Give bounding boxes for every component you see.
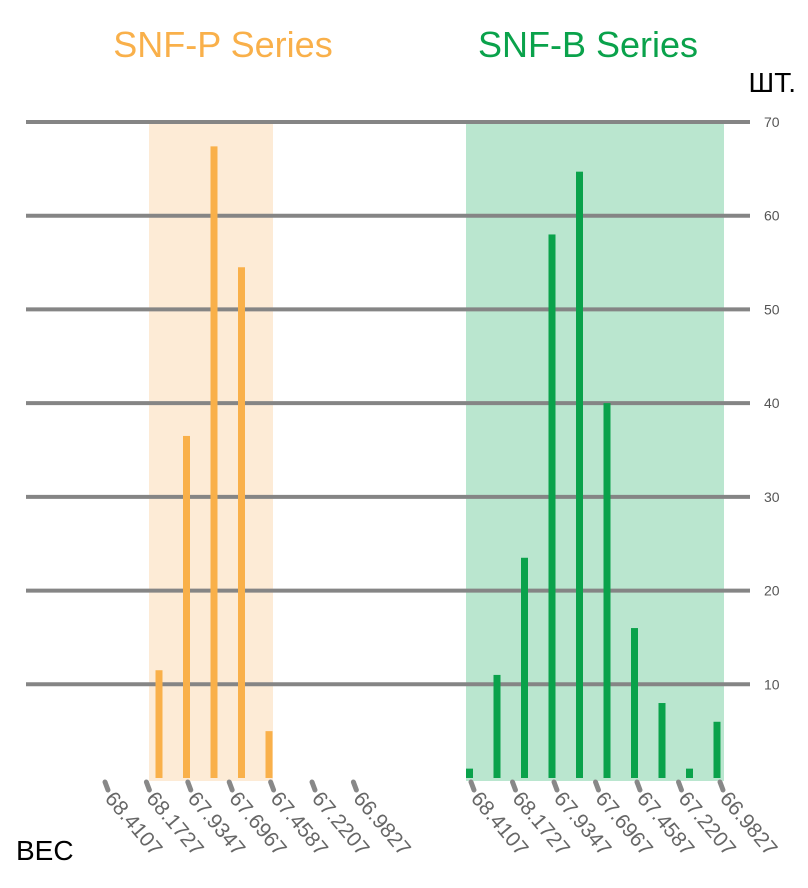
y-tick-label-50: 50	[764, 301, 780, 317]
snf-b-bar-9	[686, 768, 693, 778]
snf-p-x-tick-mark-4	[226, 779, 235, 793]
y-unit-label: ШТ.	[749, 67, 796, 98]
snf-p-bar-5	[265, 731, 273, 778]
snf-p-x-tick-mark-2	[143, 779, 152, 793]
y-tick-label-40: 40	[764, 395, 780, 411]
snf-p-x-tick-mark-1	[102, 779, 111, 793]
snf-b-band	[466, 121, 724, 781]
snf-p-bar-3	[210, 146, 218, 778]
snf-b-x-tick-mark-3	[551, 779, 560, 793]
snf-b-x-tick-mark-6	[676, 779, 684, 793]
snf-b-bar-10	[713, 721, 721, 778]
snf-b-x-tick-mark-7	[717, 779, 726, 793]
snf-b-x-tick-mark-2	[510, 779, 518, 793]
snf-b-x-tick-mark-4	[593, 779, 601, 793]
snf-p-bar-2	[183, 435, 190, 778]
snf-b-bar-4	[548, 234, 556, 778]
snf-p-x-tick-mark-6	[309, 779, 318, 793]
snf-p-bar-4	[238, 267, 245, 778]
y-tick-label-60: 60	[764, 208, 780, 224]
y-tick-label-30: 30	[764, 489, 780, 505]
y-tick-label-70: 70	[764, 114, 780, 130]
snf-b-bar-2	[493, 674, 501, 778]
snf-b-bar-1	[466, 768, 473, 778]
snf-b-bar-7	[631, 628, 638, 778]
y-tick-label-10: 10	[764, 676, 780, 692]
snf-b-bar-3	[521, 557, 528, 778]
snf-p-x-tick-mark-3	[185, 779, 194, 793]
snf-b-series-title: SNF-B Series	[478, 24, 698, 65]
snf-b-bar-8	[658, 703, 666, 778]
snf-b-x-tick-mark-5	[634, 779, 643, 793]
snf-b-bar-6	[603, 403, 611, 778]
x-axis-label: ВЕС	[16, 835, 74, 866]
snf-b-bar-5	[576, 171, 583, 778]
y-tick-label-20: 20	[764, 583, 780, 599]
snf-p-series-title: SNF-P Series	[113, 24, 332, 65]
snf-p-x-tick-mark-5	[268, 779, 277, 793]
snf-b-x-tick-mark-1	[468, 779, 477, 793]
snf-p-x-tick-mark-7	[350, 779, 359, 793]
snf-p-bar-1	[155, 670, 163, 778]
